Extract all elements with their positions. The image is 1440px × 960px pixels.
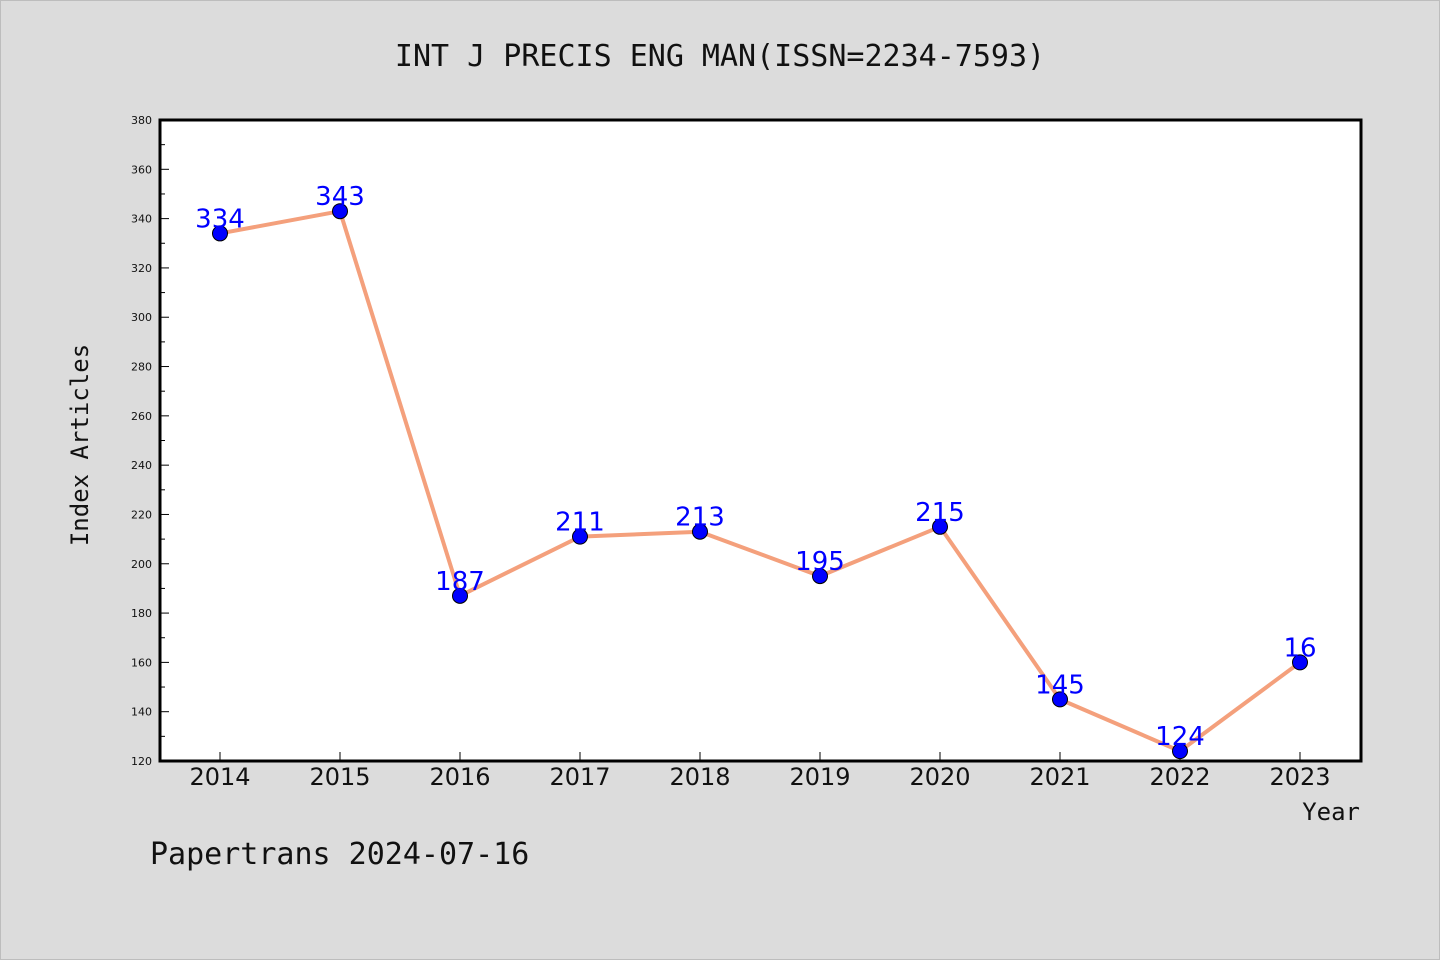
- data-label: 195: [795, 547, 845, 577]
- data-point: [1292, 654, 1308, 671]
- data-point: [692, 523, 708, 540]
- data-point: [332, 203, 348, 220]
- data-point: [452, 587, 468, 604]
- series-layer: 334 343 187 211 213 195 215 145 124 16: [195, 182, 1317, 760]
- x-axis-label: Year: [1302, 798, 1360, 826]
- data-label: 187: [435, 567, 485, 597]
- y-tick-label: 320: [131, 262, 152, 275]
- x-tick-label: 2023: [1269, 763, 1330, 791]
- y-tick-label: 140: [131, 706, 152, 719]
- y-tick-label: 380: [131, 114, 152, 127]
- x-tick-label: 2014: [189, 763, 250, 791]
- data-point: [1052, 691, 1068, 708]
- y-tick-label: 280: [131, 361, 152, 374]
- data-label: 215: [915, 498, 965, 528]
- x-tick-label: 2020: [909, 763, 970, 791]
- data-point: [572, 528, 588, 545]
- y-tick-label: 120: [131, 755, 152, 768]
- data-label: 213: [675, 503, 725, 533]
- x-tick-label: 2021: [1029, 763, 1090, 791]
- x-tick-label: 2022: [1149, 763, 1210, 791]
- y-axis-label: Index Articles: [66, 344, 94, 546]
- data-point: [1172, 743, 1188, 760]
- data-label: 211: [555, 508, 605, 538]
- x-tick-label: 2017: [549, 763, 610, 791]
- footer-text: Papertrans 2024-07-16: [150, 837, 529, 872]
- x-tick-label: 2015: [309, 763, 370, 791]
- y-tick-label: 240: [131, 459, 152, 472]
- y-tick-label: 300: [131, 311, 152, 324]
- data-label: 16: [1283, 633, 1316, 663]
- series-line: [219, 209, 1302, 754]
- y-tick-label: 360: [131, 163, 152, 176]
- x-tick-label: 2019: [789, 763, 850, 791]
- x-axis: 2014 2015 2016 2017 2018 2019 2020 2021 2022 2023: [189, 752, 1331, 791]
- data-label: 343: [315, 182, 365, 212]
- chart-title: INT J PRECIS ENG MAN(ISSN=2234-7593): [395, 39, 1045, 74]
- y-tick-label: 260: [131, 410, 152, 423]
- data-point: [212, 225, 228, 242]
- y-tick-label: 340: [131, 213, 152, 226]
- plot-area: [158, 118, 1363, 763]
- data-label: 334: [195, 204, 245, 234]
- y-tick-label: 220: [131, 508, 152, 521]
- data-label: 124: [1155, 722, 1205, 752]
- data-point: [812, 568, 828, 585]
- data-point: [932, 518, 948, 535]
- x-tick-label: 2016: [429, 763, 490, 791]
- y-axis: 120 140 160 180 200 220 240 260 280 300 320 340 360 3…: [131, 114, 169, 768]
- data-label: 145: [1035, 670, 1085, 700]
- y-tick-label: 180: [131, 607, 152, 620]
- y-tick-label: 200: [131, 558, 152, 571]
- x-tick-label: 2018: [669, 763, 730, 791]
- y-tick-label: 160: [131, 656, 152, 669]
